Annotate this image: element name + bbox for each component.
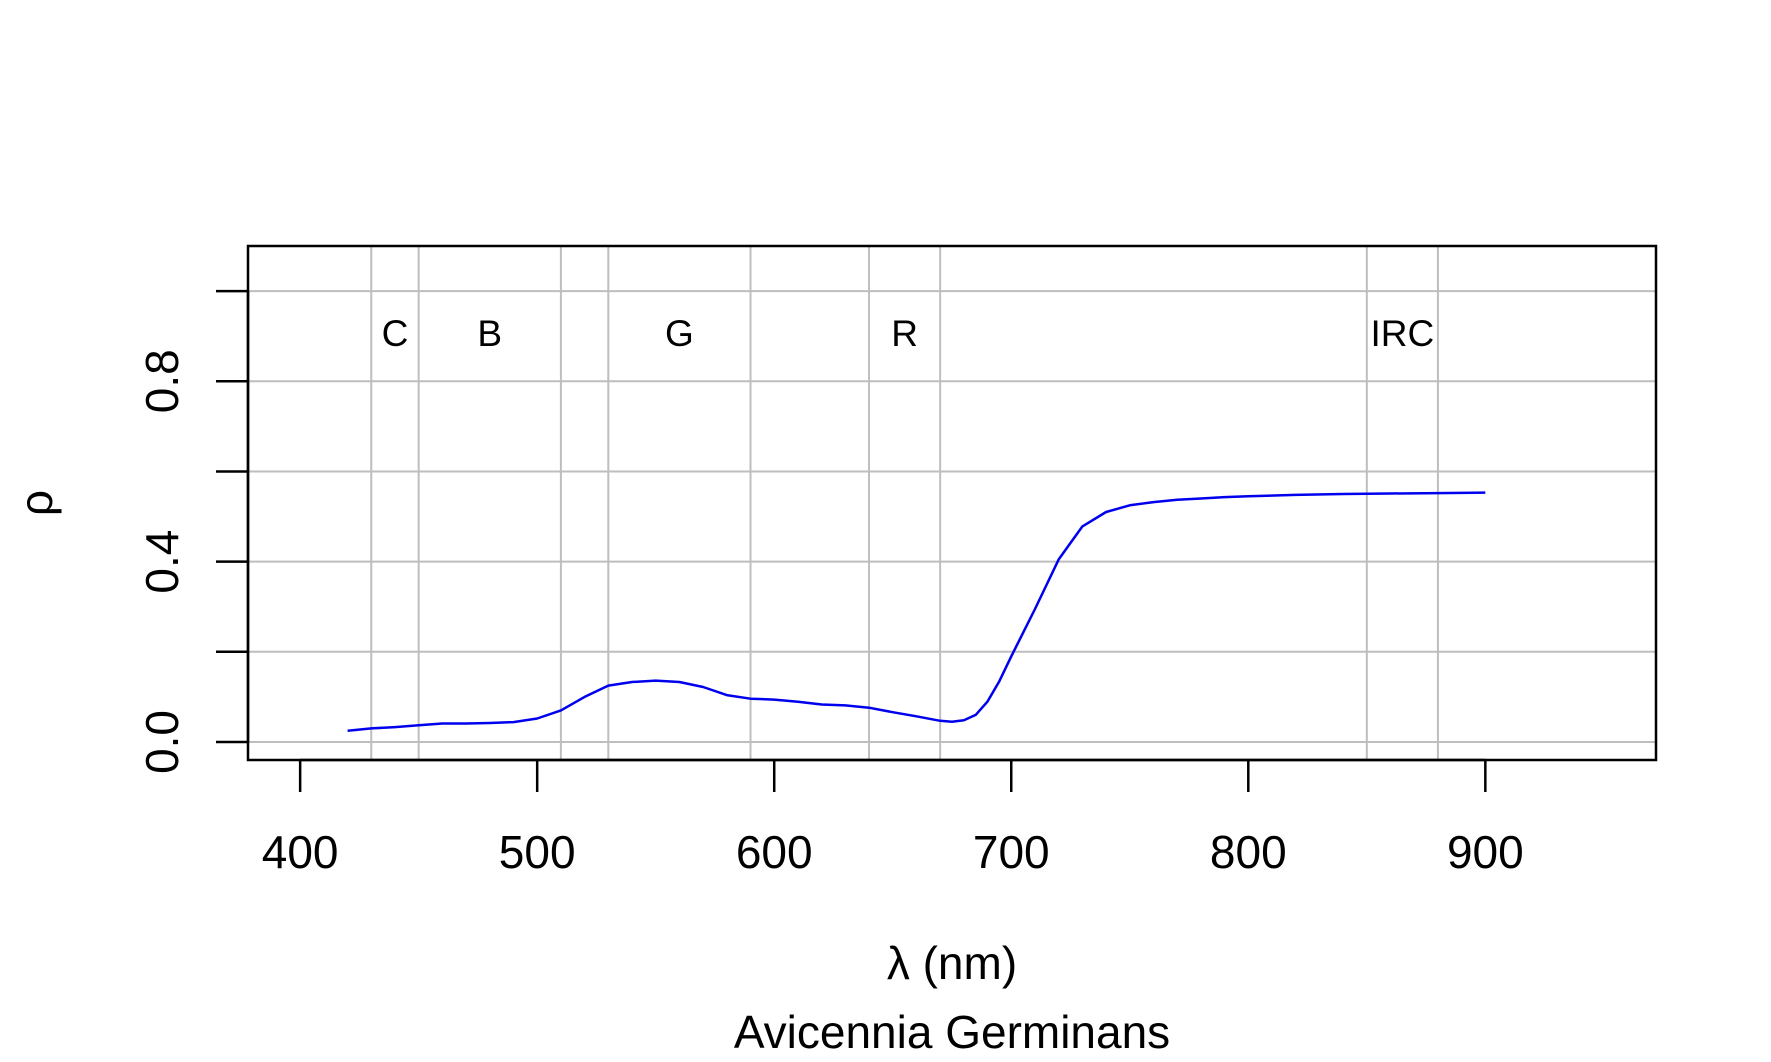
x-tick-label: 900: [1447, 826, 1524, 878]
x-tick-label: 700: [973, 826, 1050, 878]
series-layer: [347, 491, 1486, 732]
band-label-c: C: [382, 313, 409, 354]
x-tick-label: 400: [262, 826, 339, 878]
reflectance-series-line: [347, 491, 1486, 732]
x-axis-title: λ (nm): [887, 937, 1017, 989]
y-tick-label: 0.0: [136, 710, 188, 774]
grid: [248, 246, 1656, 760]
band-label-b: B: [477, 313, 502, 354]
plot-frame: [246, 244, 1658, 762]
y-axis-title: ρ: [10, 490, 62, 516]
y-axis: 0.0 0.4 0.8: [136, 289, 250, 774]
band-label-g: G: [665, 313, 694, 354]
band-label-r: R: [891, 313, 918, 354]
y-tick-label: 0.8: [136, 349, 188, 413]
x-tick-label: 600: [736, 826, 813, 878]
x-tick-label: 800: [1210, 826, 1287, 878]
band-labels: C B G R IRC: [382, 313, 1435, 354]
y-tick-label: 0.4: [136, 530, 188, 594]
x-axis: 400 500 600 700 800 900: [262, 758, 1524, 878]
band-label-irc: IRC: [1371, 313, 1435, 354]
chart-subtitle: Avicennia Germinans: [734, 1006, 1170, 1058]
x-tick-label: 500: [499, 826, 576, 878]
